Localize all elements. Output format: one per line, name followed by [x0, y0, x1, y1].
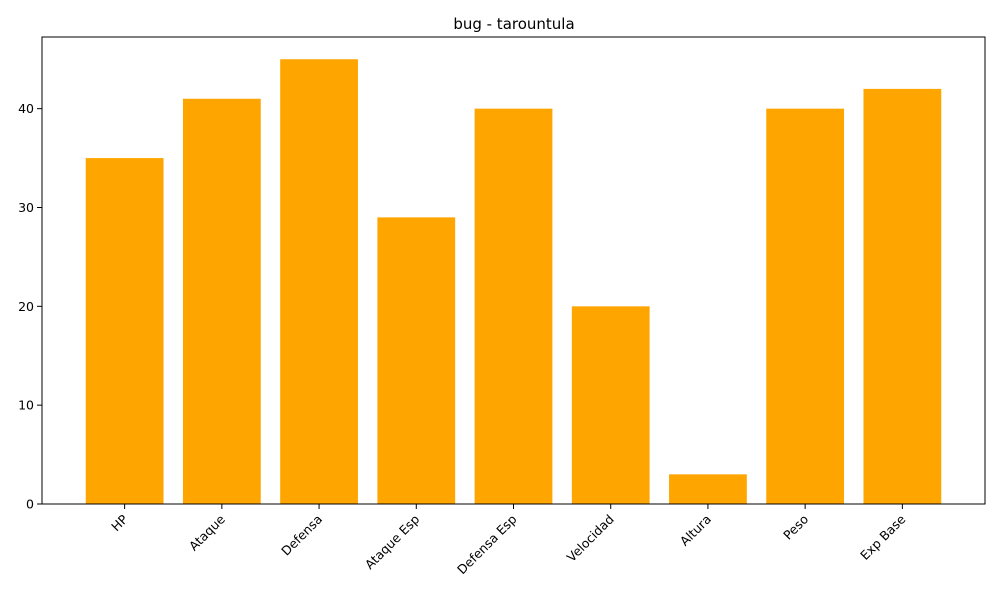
bar-ataque [182, 98, 261, 504]
x-tick-label-defensa: Defensa [278, 512, 325, 559]
chart-title: bug - tarountula [453, 15, 574, 33]
y-tick-label: 0 [26, 497, 34, 512]
bar-exp-base [863, 88, 942, 504]
x-tick-label-exp-base: Exp Base [857, 511, 909, 563]
bar-defensa [280, 59, 358, 504]
y-axis: 0 10 20 30 40 [18, 101, 42, 512]
bar-velocidad [571, 306, 650, 504]
x-axis: HP Ataque Defensa Ataque Esp Defensa Esp Velo… [108, 504, 909, 577]
y-tick-label: 20 [18, 299, 34, 314]
x-tick-label-ataque-esp: Ataque Esp [362, 511, 423, 572]
x-tick-label-defensa-esp: Defensa Esp [454, 511, 520, 577]
x-tick-label-velocidad: Velocidad [564, 512, 617, 565]
y-tick-label: 40 [18, 101, 34, 116]
y-tick-label: 30 [18, 200, 34, 215]
y-tick-label: 10 [18, 398, 34, 413]
bar-hp [85, 158, 164, 504]
bar-peso [766, 108, 845, 505]
bars-group [85, 59, 942, 505]
x-tick-label-ataque: Ataque [186, 511, 228, 553]
x-tick-label-peso: Peso [780, 512, 811, 543]
plot-frame [41, 36, 986, 505]
bar-ataque-esp [377, 217, 456, 504]
x-tick-label-altura: Altura [677, 512, 714, 549]
bar-defensa-esp [474, 108, 553, 505]
x-tick-label-hp: HP [108, 511, 131, 534]
bar-altura [669, 474, 747, 504]
